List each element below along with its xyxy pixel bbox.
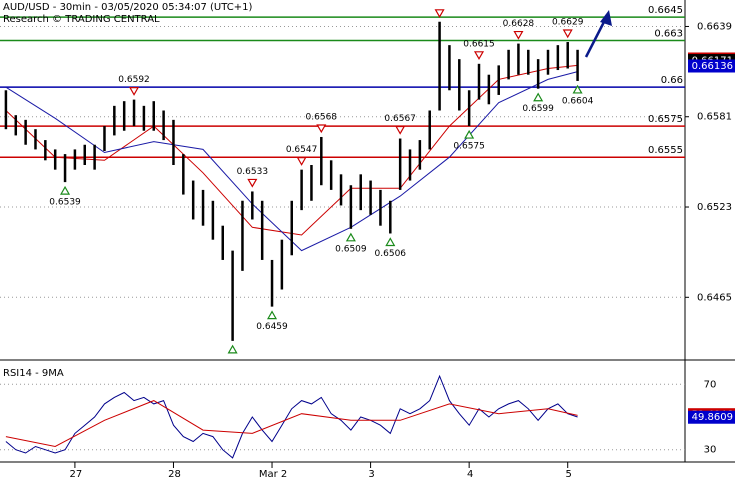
pivot-label: 0.6568	[306, 112, 338, 122]
x-tick-label: 28	[168, 469, 181, 480]
forecast-arrow-head	[600, 10, 612, 26]
forecast-arrow	[584, 17, 608, 58]
series-line	[5, 400, 578, 448]
pivot-marker	[385, 237, 396, 247]
pivot-label: 0.6604	[562, 96, 594, 106]
pivot-marker	[316, 124, 327, 134]
chart-subtitle: Research © TRADING CENTRAL	[3, 14, 160, 25]
pivot-label: 0.6459	[256, 322, 288, 332]
y-tick-label: 0.6465	[697, 292, 732, 303]
pivot-label: 0.6567	[384, 114, 416, 124]
x-tick-label: 4	[467, 469, 473, 480]
pivot-label: 0.6629	[552, 18, 584, 28]
pivot-label: 0.6506	[375, 249, 407, 259]
y-tick-label: 70	[704, 379, 717, 390]
y-tick-label: 0.6523	[697, 202, 732, 213]
pivot-label: 0.6533	[237, 167, 269, 177]
pivot-marker	[513, 30, 524, 40]
pivot-marker	[395, 125, 406, 135]
pivot-label: 0.6509	[335, 244, 367, 254]
pivot-marker	[562, 29, 573, 39]
level-label: 0.6575	[648, 114, 683, 125]
pivot-marker	[533, 92, 544, 102]
x-tick-label: 27	[70, 469, 83, 480]
price-tag	[688, 59, 735, 73]
y-tick-label: 0.6581	[697, 112, 732, 123]
y-tick-label: 30	[704, 445, 717, 456]
pivot-marker	[129, 87, 140, 96]
pivot-marker	[345, 232, 356, 242]
series-line	[5, 374, 578, 459]
pivot-marker	[473, 51, 485, 61]
value-tag	[688, 410, 735, 424]
pivot-marker	[464, 129, 475, 139]
value-tag-label: 49.8609	[692, 412, 733, 423]
pivot-marker	[227, 344, 238, 354]
pivot-marker	[247, 178, 258, 188]
pivot-label: 0.6575	[453, 142, 485, 152]
y-tick-label: 0.6639	[697, 21, 732, 32]
x-tick-label: Mar 2	[259, 469, 287, 480]
pivot-marker	[572, 84, 583, 94]
level-label: 0.6645	[648, 5, 683, 16]
plot-layer: 0.6639 0.6581 0.6523 0.6465 27 28 Mar 2 3 4 5 0.66…	[0, 5, 735, 480]
rsi-title: RSI14 - 9MA	[3, 368, 64, 379]
pivot-marker	[60, 185, 71, 195]
pivot-marker	[434, 9, 445, 19]
pivot-label: 0.6628	[503, 19, 535, 29]
level-label: 0.6555	[648, 145, 683, 156]
pivot-label: 0.6599	[522, 104, 554, 114]
x-tick-label: 5	[566, 469, 572, 480]
pivot-label: 0.6539	[49, 198, 81, 208]
level-label: 0.663	[654, 28, 683, 39]
pivot-label: 0.6592	[118, 75, 150, 85]
x-tick-label: 3	[368, 469, 374, 480]
chart-title: AUD/USD - 30min - 03/05/2020 05:34:07 (U…	[3, 2, 252, 13]
series-line	[5, 71, 578, 252]
pivot-marker	[296, 157, 307, 166]
pivot-marker	[266, 310, 278, 320]
pivot-label: 0.6615	[463, 39, 495, 49]
price-tag-label: 0.66136	[692, 61, 733, 72]
level-label: 0.66	[661, 75, 683, 86]
pivot-label: 0.6547	[286, 145, 318, 155]
